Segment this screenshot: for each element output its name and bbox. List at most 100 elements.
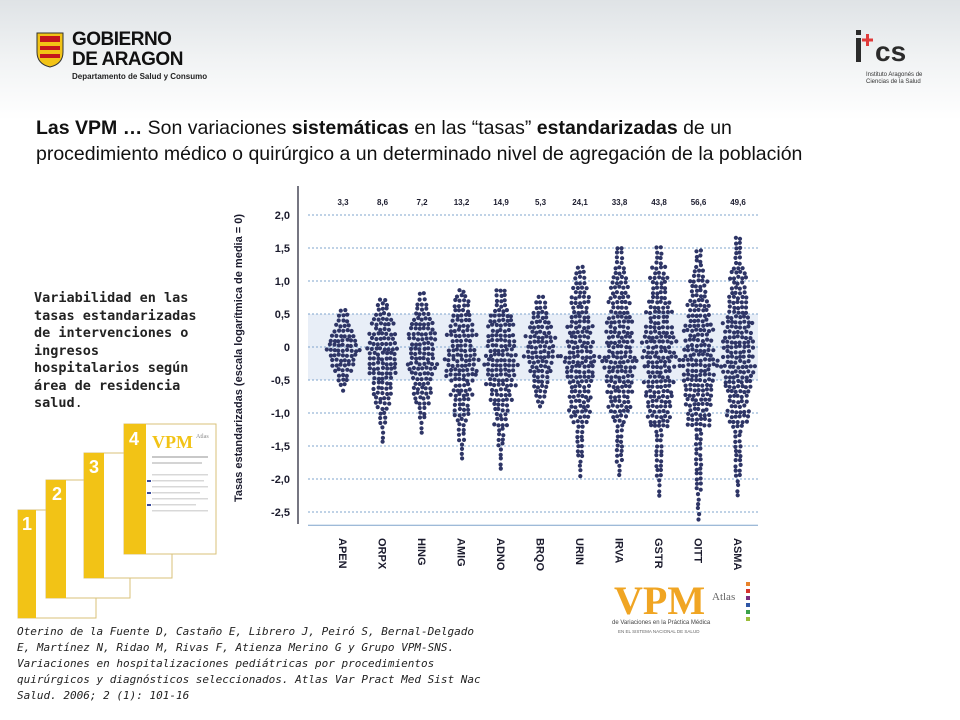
data-point bbox=[391, 321, 396, 326]
data-point bbox=[707, 377, 712, 382]
data-point bbox=[536, 339, 541, 344]
data-point bbox=[498, 456, 503, 461]
data-point bbox=[684, 387, 689, 392]
data-point bbox=[614, 290, 619, 295]
data-point bbox=[694, 481, 700, 486]
data-point bbox=[665, 339, 670, 344]
data-point bbox=[613, 380, 618, 385]
data-point bbox=[655, 370, 660, 375]
data-point bbox=[661, 310, 666, 315]
data-point bbox=[575, 345, 580, 350]
data-point bbox=[580, 360, 585, 365]
data-point bbox=[489, 392, 495, 397]
data-point bbox=[528, 334, 533, 339]
data-point bbox=[575, 265, 580, 270]
data-point bbox=[738, 462, 743, 467]
data-point bbox=[542, 389, 548, 394]
data-point bbox=[586, 325, 591, 330]
data-point bbox=[615, 314, 620, 319]
data-point bbox=[669, 354, 674, 359]
data-point bbox=[630, 339, 635, 344]
data-point bbox=[376, 307, 381, 312]
data-point bbox=[654, 266, 659, 271]
headline-lead: Las VPM … bbox=[36, 117, 148, 139]
data-point bbox=[613, 398, 618, 403]
data-point bbox=[742, 290, 747, 295]
data-point bbox=[531, 325, 537, 330]
data-point bbox=[498, 447, 503, 452]
data-point bbox=[494, 343, 499, 348]
data-point bbox=[429, 372, 435, 377]
data-point bbox=[689, 357, 694, 362]
data-point bbox=[644, 310, 649, 315]
data-point bbox=[731, 424, 736, 429]
data-point bbox=[507, 373, 512, 378]
data-point bbox=[661, 408, 666, 414]
data-point bbox=[344, 373, 349, 378]
data-point bbox=[565, 369, 570, 375]
y-tick-label: -2,0 bbox=[271, 474, 290, 486]
data-point bbox=[494, 373, 499, 378]
data-point bbox=[627, 334, 632, 339]
data-point bbox=[658, 428, 663, 433]
data-point bbox=[587, 409, 592, 414]
dot-cluster-adno bbox=[482, 288, 520, 471]
data-point bbox=[417, 381, 422, 387]
data-point bbox=[376, 380, 381, 385]
data-point bbox=[420, 366, 425, 371]
data-point bbox=[527, 359, 532, 365]
data-point bbox=[646, 345, 651, 350]
data-point bbox=[643, 324, 649, 329]
data-point bbox=[459, 363, 465, 368]
data-point bbox=[584, 305, 589, 310]
data-point bbox=[746, 409, 751, 414]
data-point bbox=[656, 309, 662, 314]
data-point bbox=[650, 403, 655, 408]
data-point bbox=[351, 357, 356, 362]
data-point bbox=[505, 383, 510, 388]
data-point bbox=[656, 395, 662, 400]
data-point bbox=[450, 318, 455, 323]
data-point bbox=[353, 342, 358, 348]
data-point bbox=[674, 339, 679, 344]
data-point bbox=[371, 386, 376, 392]
data-point bbox=[615, 334, 620, 339]
data-point bbox=[690, 422, 695, 428]
data-point bbox=[499, 304, 504, 309]
data-point bbox=[663, 290, 668, 295]
data-point bbox=[626, 319, 631, 324]
data-point bbox=[702, 304, 707, 309]
data-point bbox=[569, 319, 575, 324]
data-point bbox=[387, 401, 392, 406]
data-point bbox=[371, 392, 376, 397]
data-point bbox=[347, 334, 352, 339]
data-point bbox=[669, 390, 674, 395]
data-point bbox=[579, 304, 584, 310]
data-point bbox=[711, 327, 716, 332]
data-point bbox=[697, 512, 702, 517]
data-point bbox=[586, 295, 591, 300]
data-point bbox=[328, 347, 333, 352]
data-point bbox=[378, 411, 383, 416]
data-point bbox=[430, 342, 435, 347]
data-point bbox=[538, 305, 543, 310]
data-point bbox=[698, 437, 703, 442]
data-point bbox=[731, 335, 737, 340]
data-point bbox=[696, 307, 701, 312]
data-point bbox=[659, 295, 664, 300]
data-point bbox=[615, 424, 620, 429]
data-point bbox=[742, 409, 747, 415]
data-point bbox=[706, 367, 711, 372]
data-point bbox=[667, 334, 672, 340]
data-point bbox=[530, 364, 535, 369]
data-point bbox=[530, 355, 535, 360]
data-point bbox=[725, 359, 730, 364]
data-point bbox=[619, 250, 624, 255]
data-point bbox=[624, 345, 629, 350]
data-point bbox=[392, 341, 397, 346]
data-point bbox=[629, 319, 635, 324]
data-point bbox=[669, 340, 674, 345]
ics-subtitle: Instituto Aragonés de Ciencias de la Sal… bbox=[866, 72, 923, 85]
data-point bbox=[604, 358, 609, 363]
data-point bbox=[658, 379, 664, 384]
